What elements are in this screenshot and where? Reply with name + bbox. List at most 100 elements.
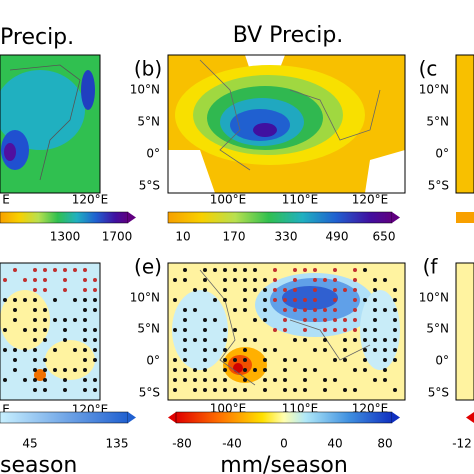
significance-dot bbox=[33, 288, 37, 292]
significance-dot bbox=[73, 368, 77, 372]
significance-dot bbox=[33, 338, 37, 342]
significance-dot bbox=[333, 278, 337, 282]
significance-dot bbox=[393, 288, 397, 292]
significance-dot bbox=[283, 318, 287, 322]
significance-dot bbox=[43, 288, 47, 292]
significance-dot bbox=[73, 318, 77, 322]
significance-dot bbox=[303, 268, 307, 272]
significance-dot bbox=[23, 328, 27, 332]
significance-dot bbox=[303, 378, 307, 382]
colorbar-end bbox=[466, 412, 474, 423]
significance-dot bbox=[193, 388, 197, 392]
significance-dot bbox=[293, 388, 297, 392]
significance-dot bbox=[83, 328, 87, 332]
colorbar-tick: 330 bbox=[275, 230, 298, 244]
significance-dot bbox=[83, 388, 87, 392]
colorbar-end bbox=[128, 212, 136, 223]
colorbar-tick: 40 bbox=[327, 437, 342, 451]
panel-label: (f bbox=[423, 255, 439, 279]
significance-dot bbox=[363, 298, 367, 302]
significance-dot bbox=[323, 338, 327, 342]
significance-dot bbox=[83, 308, 87, 312]
significance-dot bbox=[13, 308, 17, 312]
significance-dot bbox=[323, 318, 327, 322]
significance-dot bbox=[283, 328, 287, 332]
significance-dot bbox=[3, 378, 7, 382]
significance-dot bbox=[93, 308, 97, 312]
significance-dot bbox=[83, 278, 87, 282]
significance-dot bbox=[43, 338, 47, 342]
significance-dot bbox=[303, 308, 307, 312]
significance-dot bbox=[213, 268, 217, 272]
significance-dot bbox=[313, 368, 317, 372]
significance-dot bbox=[333, 288, 337, 292]
significance-dot bbox=[363, 358, 367, 362]
significance-dot bbox=[83, 288, 87, 292]
lat-tick: 0° bbox=[146, 354, 160, 368]
colorbar-end bbox=[128, 412, 136, 423]
significance-dot bbox=[243, 338, 247, 342]
significance-dot bbox=[323, 328, 327, 332]
significance-dot bbox=[243, 388, 247, 392]
significance-dot bbox=[233, 278, 237, 282]
significance-dot bbox=[253, 318, 257, 322]
significance-dot bbox=[203, 378, 207, 382]
significance-dot bbox=[283, 358, 287, 362]
lat-tick: 5°N bbox=[426, 115, 449, 129]
significance-dot bbox=[253, 368, 257, 372]
significance-dot bbox=[213, 298, 217, 302]
significance-dot bbox=[183, 358, 187, 362]
significance-dot bbox=[173, 368, 177, 372]
colorbar bbox=[175, 411, 393, 424]
significance-dot bbox=[223, 348, 227, 352]
significance-dot bbox=[353, 388, 357, 392]
significance-dot bbox=[373, 328, 377, 332]
colorbar-end bbox=[392, 412, 400, 423]
significance-dot bbox=[223, 338, 227, 342]
lon-tick: 120°E bbox=[352, 193, 389, 207]
significance-dot bbox=[333, 358, 337, 362]
significance-dot bbox=[193, 308, 197, 312]
colorbar-end bbox=[168, 412, 176, 423]
significance-dot bbox=[353, 308, 357, 312]
significance-dot bbox=[183, 268, 187, 272]
lon-tick: E bbox=[2, 193, 10, 207]
significance-dot bbox=[13, 348, 17, 352]
map-a bbox=[0, 54, 101, 194]
significance-dot bbox=[273, 298, 277, 302]
significance-dot bbox=[73, 348, 77, 352]
significance-dot bbox=[383, 368, 387, 372]
significance-dot bbox=[383, 308, 387, 312]
significance-dot bbox=[273, 348, 277, 352]
significance-dot bbox=[43, 318, 47, 322]
significance-dot bbox=[333, 328, 337, 332]
significance-dot bbox=[193, 288, 197, 292]
significance-dot bbox=[203, 358, 207, 362]
significance-dot bbox=[263, 358, 267, 362]
significance-dot bbox=[383, 358, 387, 362]
significance-dot bbox=[53, 318, 57, 322]
significance-dot bbox=[83, 348, 87, 352]
significance-dot bbox=[373, 378, 377, 382]
significance-dot bbox=[93, 338, 97, 342]
colorbar bbox=[0, 211, 129, 224]
significance-dot bbox=[83, 318, 87, 322]
significance-dot bbox=[293, 308, 297, 312]
significance-dot bbox=[363, 368, 367, 372]
significance-dot bbox=[243, 268, 247, 272]
significance-dot bbox=[83, 378, 87, 382]
significance-dot bbox=[203, 338, 207, 342]
significance-dot bbox=[13, 318, 17, 322]
significance-dot bbox=[263, 288, 267, 292]
significance-dot bbox=[373, 308, 377, 312]
units: mm/season bbox=[220, 453, 348, 474]
significance-dot bbox=[213, 318, 217, 322]
significance-dot bbox=[33, 298, 37, 302]
significance-dot bbox=[43, 358, 47, 362]
significance-dot bbox=[263, 378, 267, 382]
significance-dot bbox=[333, 378, 337, 382]
significance-dot bbox=[13, 298, 17, 302]
significance-dot bbox=[273, 268, 277, 272]
significance-dot bbox=[263, 278, 267, 282]
significance-dot bbox=[93, 278, 97, 282]
